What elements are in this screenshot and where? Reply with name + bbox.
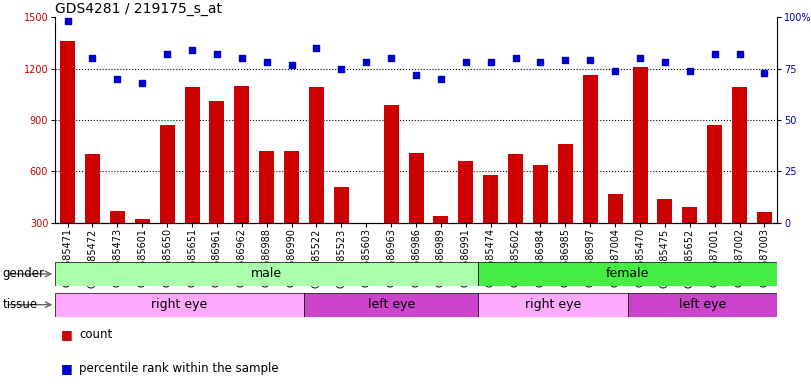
- Point: [633, 55, 646, 61]
- Text: ■: ■: [61, 362, 72, 375]
- Point: [285, 61, 298, 68]
- Text: tissue: tissue: [2, 298, 37, 311]
- Point: [210, 51, 223, 57]
- Text: GDS4281 / 219175_s_at: GDS4281 / 219175_s_at: [55, 2, 222, 16]
- Point: [186, 47, 199, 53]
- Bar: [583, 76, 598, 223]
- Bar: [209, 101, 225, 223]
- Point: [235, 55, 248, 61]
- Bar: [732, 88, 747, 223]
- Point: [559, 57, 572, 63]
- Bar: [334, 187, 349, 223]
- Bar: [234, 86, 249, 223]
- Point: [384, 55, 397, 61]
- Bar: [110, 211, 125, 223]
- Text: percentile rank within the sample: percentile rank within the sample: [79, 362, 279, 375]
- Text: gender: gender: [2, 268, 45, 280]
- Bar: [433, 216, 448, 223]
- Bar: [478, 262, 777, 286]
- Point: [609, 68, 622, 74]
- Bar: [135, 219, 150, 223]
- Point: [111, 76, 124, 82]
- Bar: [483, 175, 498, 223]
- Point: [584, 57, 597, 63]
- Point: [86, 55, 99, 61]
- Bar: [260, 151, 274, 223]
- Bar: [607, 194, 623, 223]
- Point: [758, 70, 771, 76]
- Point: [708, 51, 721, 57]
- Point: [484, 60, 497, 66]
- Bar: [160, 125, 174, 223]
- Bar: [185, 88, 200, 223]
- Bar: [55, 262, 478, 286]
- Bar: [60, 41, 75, 223]
- Point: [659, 60, 672, 66]
- Text: female: female: [606, 268, 650, 280]
- Text: left eye: left eye: [679, 298, 726, 311]
- Point: [260, 60, 273, 66]
- Bar: [682, 207, 697, 223]
- Point: [61, 18, 74, 25]
- Point: [161, 51, 174, 57]
- Bar: [508, 154, 523, 223]
- Bar: [409, 152, 423, 223]
- Bar: [478, 293, 628, 317]
- Bar: [558, 144, 573, 223]
- Bar: [707, 125, 722, 223]
- Bar: [658, 199, 672, 223]
- Bar: [304, 293, 478, 317]
- Text: right eye: right eye: [525, 298, 581, 311]
- Bar: [309, 88, 324, 223]
- Point: [459, 60, 472, 66]
- Text: left eye: left eye: [367, 298, 414, 311]
- Bar: [85, 154, 100, 223]
- Text: male: male: [251, 268, 282, 280]
- Bar: [757, 212, 772, 223]
- Text: right eye: right eye: [152, 298, 208, 311]
- Point: [335, 66, 348, 72]
- Point: [360, 60, 373, 66]
- Bar: [633, 67, 647, 223]
- Bar: [628, 293, 777, 317]
- Point: [435, 76, 448, 82]
- Point: [534, 60, 547, 66]
- Text: ■: ■: [61, 328, 72, 341]
- Bar: [55, 293, 304, 317]
- Bar: [384, 104, 399, 223]
- Point: [135, 80, 148, 86]
- Bar: [284, 151, 299, 223]
- Point: [733, 51, 746, 57]
- Bar: [533, 164, 548, 223]
- Point: [310, 45, 323, 51]
- Point: [684, 68, 697, 74]
- Bar: [458, 161, 474, 223]
- Point: [509, 55, 522, 61]
- Point: [410, 72, 423, 78]
- Text: count: count: [79, 328, 113, 341]
